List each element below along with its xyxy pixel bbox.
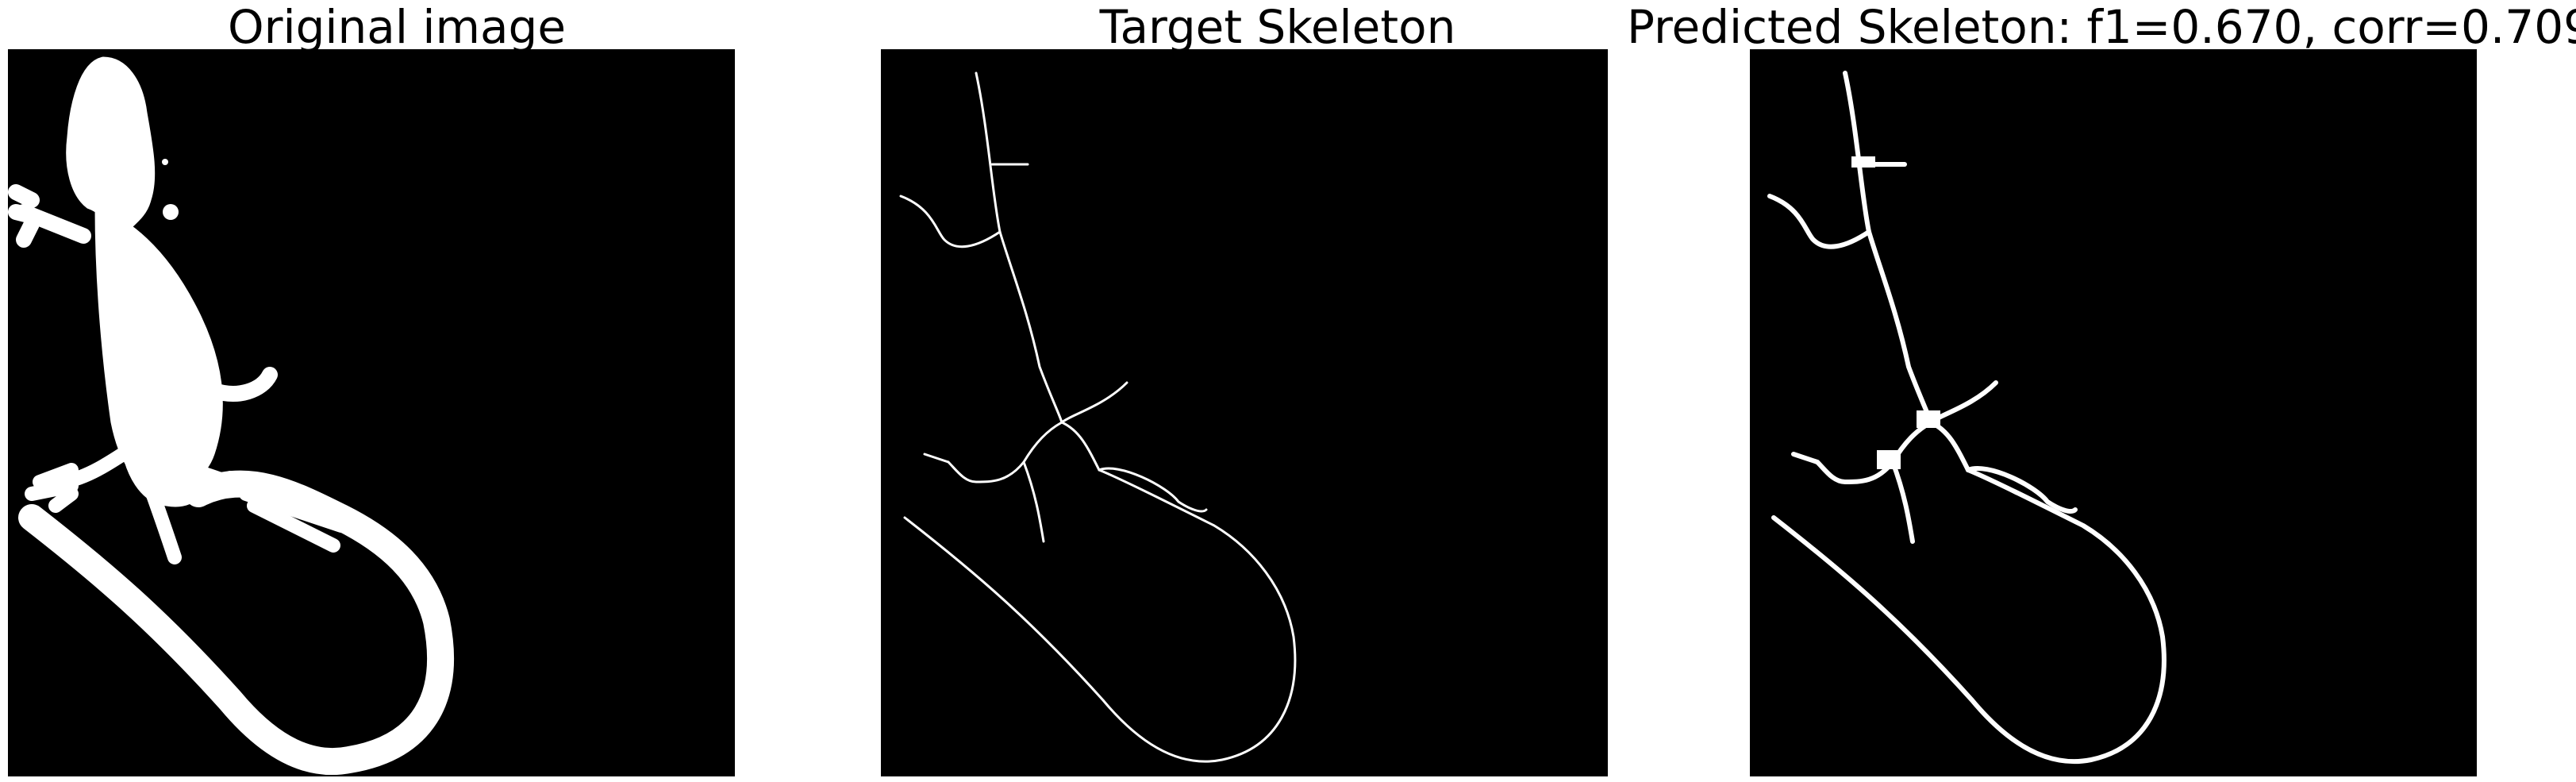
panel-title-predicted: Predicted Skeleton: f1=0.670, corr=0.709 (1627, 0, 2576, 54)
panel-predicted: Predicted Skeleton: f1=0.670, corr=0.709 (1627, 0, 2576, 782)
target-skeleton (899, 71, 1297, 763)
predicted-skeleton-image (1750, 49, 2477, 776)
panel-title-target: Target Skeleton (1099, 0, 1456, 54)
panel-original: Original image (0, 0, 794, 782)
lizard-silhouette (8, 56, 455, 776)
panel-target: Target Skeleton (881, 0, 1674, 782)
predicted-skeleton (1767, 71, 2167, 765)
original-image (8, 49, 735, 776)
target-skeleton-image (881, 49, 1608, 776)
panel-title-original: Original image (227, 0, 567, 54)
